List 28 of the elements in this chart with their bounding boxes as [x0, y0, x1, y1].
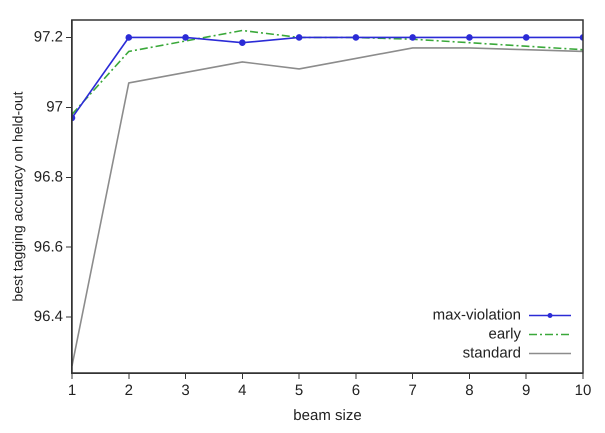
y-axis-title: best tagging accuracy on held-out [9, 91, 26, 302]
point [352, 34, 360, 41]
y-tick-label: 97.2 [34, 28, 63, 46]
y-tick-label: 96.4 [34, 308, 63, 326]
x-tick-label: 3 [181, 382, 190, 400]
point [182, 34, 189, 41]
point [296, 34, 302, 41]
point [466, 34, 473, 41]
y-tick-label: 96.8 [34, 168, 63, 186]
y-tick-label: 97 [46, 98, 63, 116]
point [522, 34, 530, 41]
x-axis-title: beam size [293, 407, 362, 424]
x-tick-label: 9 [522, 382, 530, 400]
x-tick-label: 5 [294, 382, 304, 400]
legend-label: max-violation [432, 306, 521, 324]
x-tick-label: 2 [124, 382, 133, 400]
point [409, 34, 416, 41]
x-tick-label: 1 [68, 382, 76, 400]
legend-label: standard [462, 344, 521, 362]
point [125, 34, 132, 41]
legend-label: early [488, 326, 522, 343]
y-tick-label: 96.6 [34, 238, 63, 256]
x-tick-label: 8 [465, 382, 474, 400]
point [239, 39, 246, 46]
x-tick-label: 7 [408, 382, 417, 400]
x-tick-label: 6 [352, 382, 360, 400]
x-tick-label: 4 [238, 382, 246, 400]
x-tick-label: 10 [574, 382, 592, 400]
